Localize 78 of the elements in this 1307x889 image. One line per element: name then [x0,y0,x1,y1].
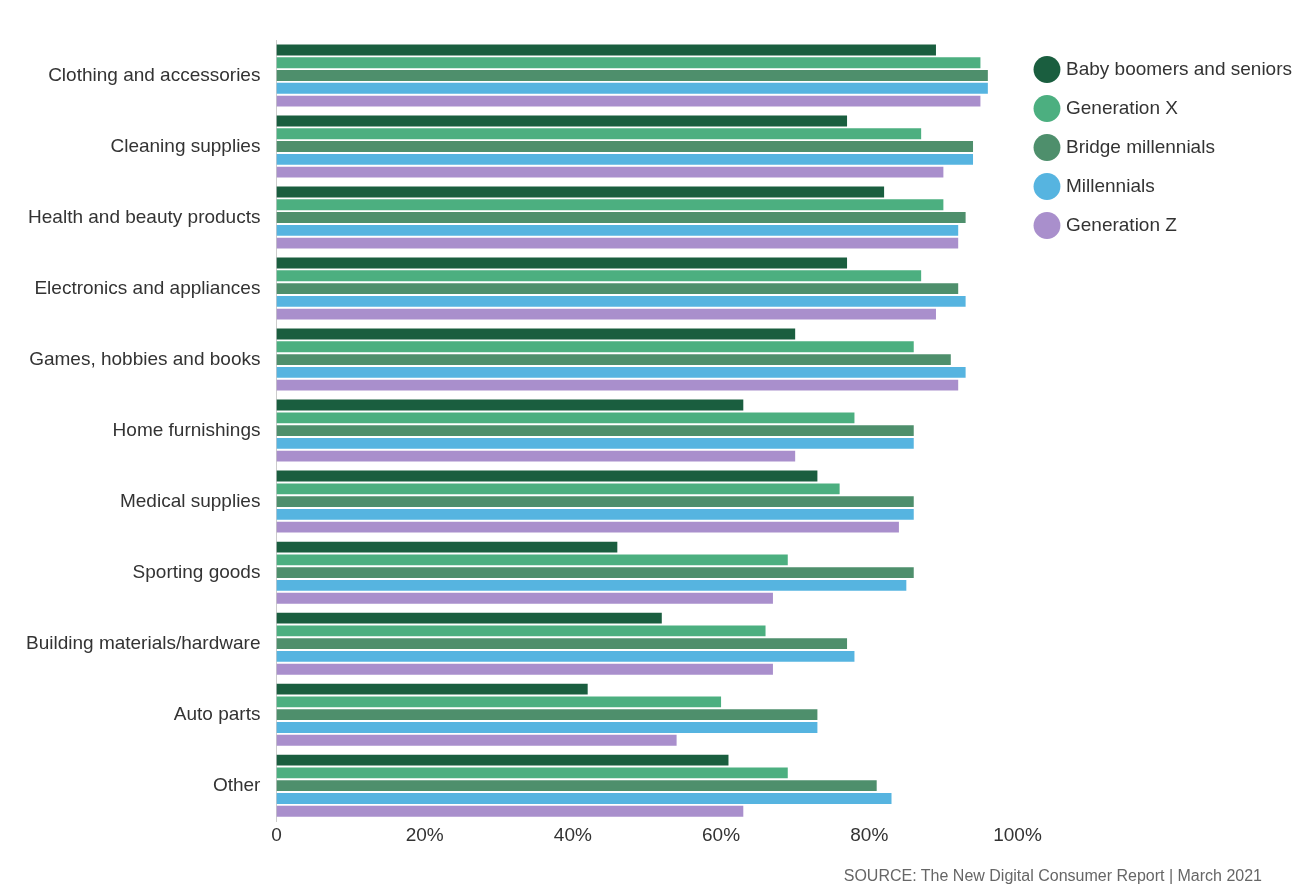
bar [276,805,744,817]
bar [276,612,662,624]
bar [276,82,988,94]
bar [276,295,966,307]
bar [276,212,966,223]
y-tick-label: Auto parts [173,702,261,724]
bar [276,780,877,792]
bar [276,354,951,366]
bar [276,793,892,804]
bar [276,128,922,140]
bar [276,283,959,294]
bar [276,308,936,320]
bar [276,153,974,165]
bar [276,95,981,107]
legend-label: Baby boomers and seniors [1065,57,1292,79]
bar [276,754,729,766]
source-note: SOURCE: The New Digital Consumer Report | March 2021 [843,867,1262,885]
bar [276,592,773,604]
bar [276,425,914,437]
y-tick-label: Clothing and accessories [48,63,261,85]
bar [276,521,899,533]
bar [276,767,788,779]
bar [276,341,914,353]
bar [276,722,818,733]
x-tick-label: 20% [405,823,444,845]
bar [276,663,773,675]
y-tick-label: Health and beauty products [28,205,261,227]
bar [276,734,677,746]
bar [276,70,988,81]
y-tick-label: Electronics and appliances [34,276,261,298]
legend-label: Bridge millennials [1065,135,1215,157]
bar [276,709,818,721]
x-tick-label: 100% [993,823,1042,845]
bar [276,541,618,553]
y-tick-label: Games, hobbies and books [29,347,261,369]
bar [276,696,722,708]
bar [276,579,907,591]
bar [276,186,885,198]
legend-label: Generation X [1065,96,1179,118]
bar [276,115,848,127]
bar [276,437,914,449]
bar [276,470,818,482]
y-tick-label: Building materials/hardware [25,631,261,653]
bar [276,554,788,566]
bar [276,483,840,495]
y-tick-label: Medical supplies [119,489,261,511]
y-tick-label: Home furnishings [112,418,261,440]
bar [276,328,796,340]
bar [276,237,959,249]
bar [276,270,922,282]
bar [276,224,959,236]
bar [276,683,588,695]
bar [276,44,936,56]
bar [276,141,974,152]
bar [276,399,744,411]
bar [276,508,914,520]
x-tick-label: 60% [702,823,741,845]
bar [276,450,796,462]
bar [276,412,855,424]
y-tick-label: Cleaning supplies [110,134,261,156]
bar [276,257,848,269]
bar [276,166,944,178]
bar [276,57,981,69]
bar [276,366,966,378]
legend-label: Generation Z [1065,213,1178,235]
bar [276,379,959,391]
legend-label: Millennials [1065,174,1155,196]
bar [276,199,944,211]
bar [276,651,855,662]
x-tick-label: 80% [850,823,889,845]
bar [276,638,848,650]
bar [276,625,766,637]
bar [276,567,914,579]
bar [276,496,914,508]
y-tick-label: Sporting goods [132,560,261,582]
y-tick-label: Other [212,773,262,795]
x-tick-label: 40% [553,823,592,845]
x-tick-label: 0 [271,823,282,845]
